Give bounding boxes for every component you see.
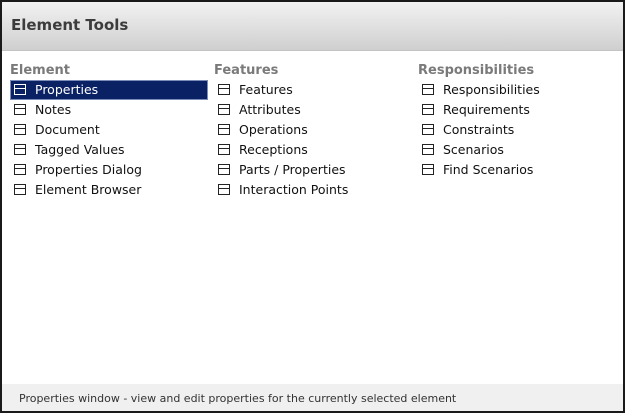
window-panel-icon	[422, 84, 434, 95]
column-heading: Responsibilities	[418, 63, 535, 78]
tool-item-label: Properties Dialog	[35, 162, 142, 177]
window-panel-icon	[218, 104, 230, 115]
tool-item-label: Tagged Values	[35, 142, 125, 157]
tool-item-document[interactable]: Document	[10, 120, 208, 140]
window-panel-icon	[14, 104, 26, 115]
column-element: Element Properties Notes Document Tagged Val…	[10, 62, 208, 200]
tool-item-label: Receptions	[239, 142, 308, 157]
tool-item-label: Operations	[239, 122, 308, 137]
tool-item-label: Element Browser	[35, 182, 142, 197]
tool-item-features[interactable]: Features	[214, 80, 412, 100]
tool-item-label: Attributes	[239, 102, 301, 117]
tool-item-label: Properties	[35, 82, 99, 97]
window-panel-icon	[218, 124, 230, 135]
tool-item-properties[interactable]: Properties	[10, 80, 208, 100]
window-header: Element Tools	[2, 2, 623, 51]
tool-item-label: Constraints	[443, 122, 515, 137]
window-panel-icon	[14, 144, 26, 155]
tool-item-responsibilities[interactable]: Responsibilities	[418, 80, 616, 100]
column-responsibilities: Responsibilities Responsibilities Requirem…	[418, 62, 616, 180]
window-panel-icon	[422, 164, 434, 175]
window-title: Element Tools	[11, 16, 129, 34]
tool-item-properties-dialog[interactable]: Properties Dialog	[10, 160, 208, 180]
window-panel-icon	[422, 144, 434, 155]
tool-item-requirements[interactable]: Requirements	[418, 100, 616, 120]
window-panel-icon	[14, 164, 26, 175]
tool-item-interaction-points[interactable]: Interaction Points	[214, 180, 412, 200]
tool-item-label: Features	[239, 82, 293, 97]
tool-item-label: Responsibilities	[443, 82, 540, 97]
tool-item-operations[interactable]: Operations	[214, 120, 412, 140]
tool-item-notes[interactable]: Notes	[10, 100, 208, 120]
tool-item-label: Scenarios	[443, 142, 504, 157]
tool-item-label: Requirements	[443, 102, 530, 117]
status-text: Properties window - view and edit proper…	[19, 392, 457, 405]
status-bar: Properties window - view and edit proper…	[2, 384, 623, 411]
window-panel-icon	[14, 124, 26, 135]
tool-item-element-browser[interactable]: Element Browser	[10, 180, 208, 200]
tool-item-tagged-values[interactable]: Tagged Values	[10, 140, 208, 160]
window-panel-icon	[218, 184, 230, 195]
tool-item-find-scenarios[interactable]: Find Scenarios	[418, 160, 616, 180]
tool-item-constraints[interactable]: Constraints	[418, 120, 616, 140]
tool-item-label: Interaction Points	[239, 182, 349, 197]
window-panel-icon	[218, 144, 230, 155]
tool-item-label: Document	[35, 122, 100, 137]
window-panel-icon	[218, 84, 230, 95]
tool-item-scenarios[interactable]: Scenarios	[418, 140, 616, 160]
window-panel-icon	[218, 164, 230, 175]
window-panel-icon	[14, 84, 26, 95]
column-heading: Features	[214, 63, 279, 78]
window-panel-icon	[422, 104, 434, 115]
column-heading: Element	[10, 63, 70, 78]
tool-item-receptions[interactable]: Receptions	[214, 140, 412, 160]
tool-item-label: Notes	[35, 102, 72, 117]
window-panel-icon	[14, 184, 26, 195]
tool-item-parts-properties[interactable]: Parts / Properties	[214, 160, 412, 180]
column-features: Features Features Attributes Operations Rece…	[214, 62, 412, 200]
tool-item-label: Parts / Properties	[239, 162, 346, 177]
window-panel-icon	[422, 124, 434, 135]
tool-item-label: Find Scenarios	[443, 162, 534, 177]
tool-item-attributes[interactable]: Attributes	[214, 100, 412, 120]
